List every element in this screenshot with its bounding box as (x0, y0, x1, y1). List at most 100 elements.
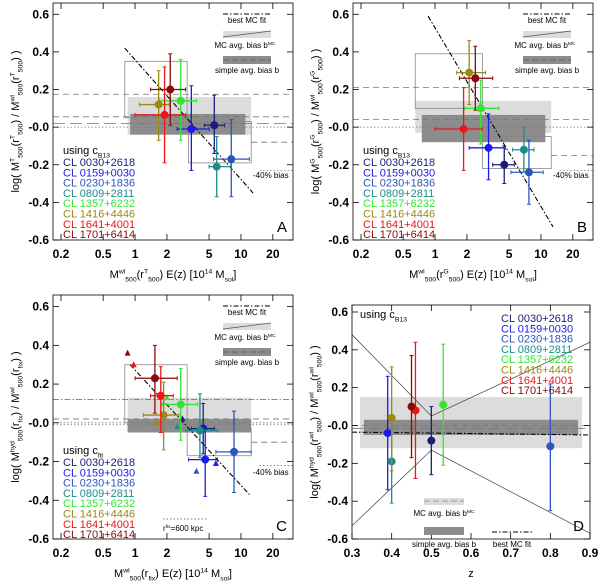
y-tick-label: -0.2 (328, 158, 349, 172)
legend-entry: CL 1701+6414 (363, 229, 435, 241)
legend-entry: CL 1416+4446 (501, 365, 573, 377)
x-tick-label: 0.5 (423, 546, 440, 560)
x-tick-label: 0.5 (395, 247, 412, 261)
y-tick-label: -0.6 (28, 233, 49, 247)
y-tick-label: -0.6 (327, 532, 348, 546)
panel-label: B (577, 219, 587, 236)
data-point (150, 53, 187, 126)
data-point (208, 136, 232, 198)
legend-entry: CL 0230+1836 (63, 178, 135, 190)
point-marker (383, 429, 392, 438)
legend-mc-line (522, 30, 572, 38)
y-axis-label: log( Mhyd​500​(rfix​) / Mwl​500​(rfix​) … (10, 351, 25, 482)
x-tick-label: 10 (234, 247, 248, 261)
data-point (510, 139, 544, 205)
legend-entry: CL 1641+4001 (363, 219, 435, 231)
legend-best-fit: best MC fit (228, 308, 267, 317)
legend-entry: CL 1416+4446 (63, 209, 135, 221)
y-tick-label: -0.0 (327, 418, 348, 432)
point-marker (476, 104, 485, 113)
data-point (383, 375, 392, 491)
dark-bias-band (363, 419, 579, 435)
legend-entry: CL 0030+2618 (63, 457, 135, 469)
bias-box (124, 60, 188, 119)
legend-mc-band (223, 31, 271, 38)
x-tick-label: 5 (206, 247, 213, 261)
point-marker (227, 155, 236, 164)
x-tick-label: 0.7 (502, 546, 519, 560)
data-point (468, 113, 506, 181)
point-marker (187, 125, 196, 134)
point-marker (471, 74, 480, 83)
point-marker (166, 85, 175, 94)
data-point (434, 87, 483, 171)
y-tick-label: 0.4 (32, 45, 49, 59)
data-point (134, 66, 187, 164)
plot-frame (52, 294, 294, 540)
y-tick-label: 0.2 (32, 83, 49, 97)
legend-entry: CL 1357+6232 (501, 354, 573, 366)
triangle-marker (163, 394, 170, 401)
x-tick-label: 5 (506, 247, 513, 261)
legend-best-fit: best MC fit (528, 16, 567, 25)
y-tick-label: -0.4 (28, 195, 49, 209)
triangle-marker (174, 423, 181, 430)
point-marker (519, 145, 528, 154)
y-axis-label: log( Mhyd​500​(rwl​500​) / Mwl​500​(rwl​… (309, 345, 324, 498)
x-tick-label: 2 (164, 546, 171, 560)
x-tick-label: 0.9 (582, 546, 599, 560)
triangle-marker (130, 361, 137, 368)
data-point (387, 366, 396, 472)
legend-entry: CL 0030+2618 (501, 313, 573, 325)
x-tick-label: 1 (132, 247, 139, 261)
y-tick-label: 0.2 (32, 377, 49, 391)
y-tick-label: 0.4 (332, 45, 349, 59)
x-tick-label: 20 (266, 546, 280, 560)
x-tick-label: 0.5 (95, 247, 112, 261)
x-tick-label: 0.4 (383, 546, 400, 560)
legend-mc-bias: MC avg. bias bMC​ (214, 41, 275, 50)
x-tick-label: 5 (206, 546, 213, 560)
point-marker (465, 68, 474, 77)
triangle-marker (193, 467, 200, 474)
legend-entry: CL 0809+2811 (63, 188, 134, 200)
point-marker (407, 402, 416, 411)
x-axis-label: Mwl​500​(rT​500​) E(z) [1014​ Msol​] (110, 269, 237, 284)
y-tick-label: -0.6 (328, 233, 349, 247)
best-fit-line (427, 15, 554, 228)
x-tick-label: 0.2 (53, 247, 70, 261)
legend-mc-band (223, 323, 271, 330)
rfix-label: rfix​=600 kpc (163, 524, 203, 533)
data-point (546, 383, 555, 512)
data-point (427, 406, 436, 476)
point-marker (459, 125, 468, 134)
y-tick-label: -0.0 (28, 416, 49, 430)
legend-best-fit: best MC fit (228, 16, 267, 25)
panel-D: 0.6 0.4 0.2 -0.0 -0.2 -0.4 -0.60.3 0.4 0.5 0.6 0.7… (309, 304, 599, 580)
data-point (161, 368, 199, 441)
x-tick-label: 0.5 (95, 546, 112, 560)
dark-bias-band (127, 418, 252, 433)
triangle-marker (212, 459, 219, 466)
point-marker (159, 411, 168, 420)
point-marker (427, 436, 436, 445)
plot-frame (352, 2, 594, 241)
x-tick-label: 0.8 (542, 546, 559, 560)
y-tick-label: -0.4 (327, 494, 348, 508)
y-tick-label: -0.4 (328, 195, 349, 209)
x-axis-label: Mwl​500​(rG​500​) E(z) [1014​ Msol​] (409, 269, 537, 284)
y-tick-label: -0.0 (328, 120, 349, 134)
best-fit-line (129, 364, 250, 495)
legend-mc-line (222, 322, 272, 330)
y-tick-label: 0.2 (331, 381, 348, 395)
x-tick-label: 0.2 (353, 247, 370, 261)
x-axis-label: z (468, 568, 474, 580)
legend-40-bias: -40% bias (553, 171, 589, 180)
y-tick-label: -0.2 (28, 455, 49, 469)
legend-title: using cB13​ (63, 145, 110, 159)
point-marker (150, 374, 159, 383)
legend-mc-bias: MC avg. bias bMC​ (214, 333, 275, 342)
x-tick-label: 2 (164, 247, 171, 261)
legend-simple-bias: simple avg. bias b (215, 358, 280, 367)
